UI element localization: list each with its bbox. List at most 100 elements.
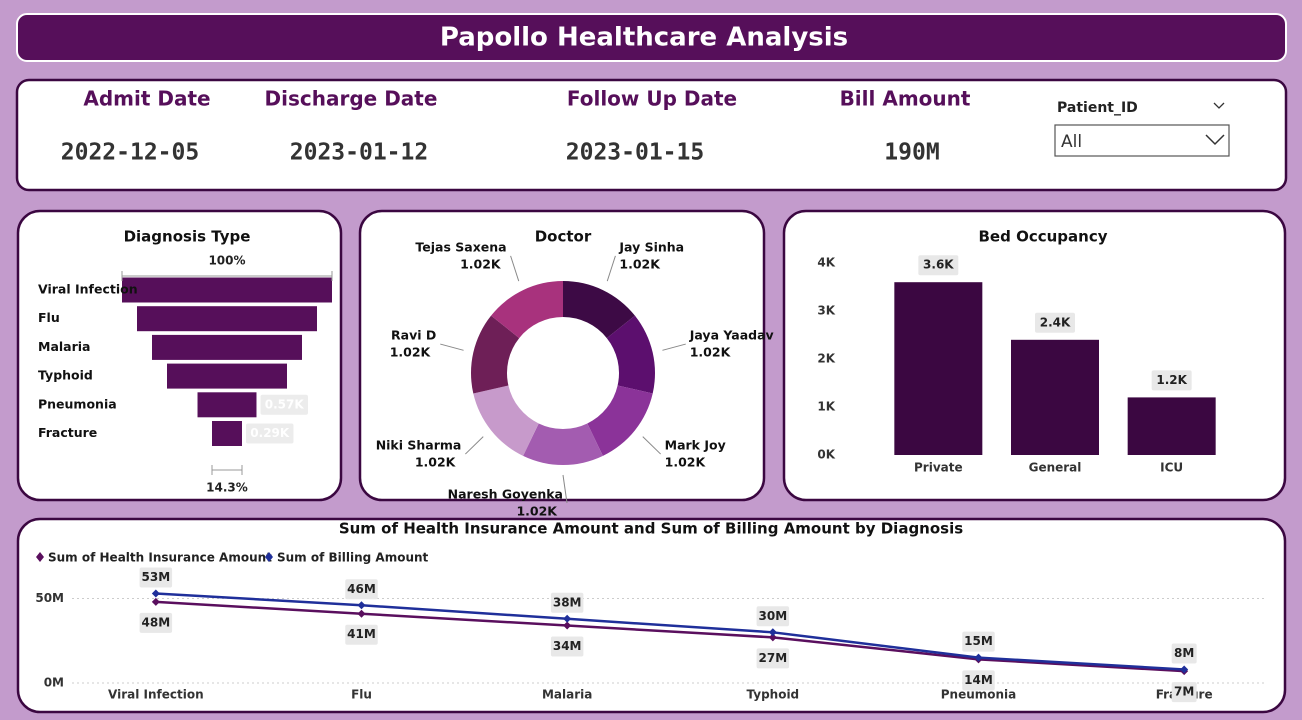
- y-tick-label: 3K: [817, 304, 835, 318]
- bracket: [121, 271, 333, 281]
- label-box: [550, 592, 584, 613]
- category-label: Viral Infection: [38, 282, 138, 297]
- label-box: [918, 255, 959, 276]
- y-tick-label: 50M: [35, 591, 64, 605]
- data-label: 1.02K: [390, 345, 432, 360]
- legend-marker: [36, 552, 44, 562]
- data-label: 15M: [964, 634, 993, 648]
- kpi-value: 2023-01-12: [290, 140, 428, 166]
- label-box: [139, 567, 173, 588]
- data-label: 46M: [347, 582, 376, 596]
- leader-line: [440, 343, 464, 351]
- donut-slice: [473, 385, 539, 456]
- label-box: [756, 648, 790, 669]
- chart-title: Bed Occupancy: [979, 228, 1108, 246]
- bracket: [211, 465, 243, 475]
- category-label: Pneumonia: [38, 396, 117, 411]
- label-box: [962, 670, 995, 691]
- slicer-collapse[interactable]: [1213, 102, 1225, 109]
- x-tick-label: General: [1029, 461, 1082, 475]
- header-bar: [16, 13, 1287, 62]
- category-label: Flu: [38, 310, 60, 325]
- bar: [894, 282, 983, 455]
- data-label: 3.6K: [923, 258, 954, 272]
- slicer-dropdown[interactable]: [1054, 124, 1230, 157]
- legend-label: Sum of Health Insurance Amount: [48, 551, 272, 565]
- x-tick-label: Malaria: [542, 688, 592, 702]
- bar: [1011, 339, 1099, 455]
- label-box: [1151, 370, 1192, 391]
- category-label: Jay Sinha: [618, 239, 684, 254]
- data-label: 1.02K: [619, 256, 661, 271]
- kpi-value: 2023-01-15: [566, 140, 704, 166]
- data-label: 14M: [964, 673, 993, 687]
- point-marker: [563, 621, 572, 630]
- label-box: [756, 606, 790, 627]
- category-label: Typhoid: [38, 368, 93, 383]
- leader-line: [510, 255, 520, 282]
- data-label: 38M: [553, 595, 582, 609]
- x-tick-label: Viral Infection: [108, 688, 204, 702]
- point-marker: [768, 628, 777, 637]
- data-label: 30M: [759, 609, 788, 623]
- leader-line: [465, 436, 484, 455]
- funnel-bar: [167, 363, 287, 389]
- data-label: 2.4K: [1040, 315, 1071, 329]
- label-box: [1171, 643, 1197, 664]
- y-tick-label: 4K: [817, 256, 835, 270]
- point-marker: [768, 633, 777, 642]
- point-marker: [974, 653, 983, 662]
- chart-title: Doctor: [535, 228, 592, 246]
- leader-line: [662, 343, 686, 351]
- kpi-value: 190M: [884, 140, 939, 166]
- panel: [16, 517, 1287, 714]
- point-marker: [357, 601, 366, 610]
- kpi-panel: [15, 78, 1288, 192]
- y-tick-label: 0M: [44, 676, 64, 690]
- dropdown-arrow: [1205, 134, 1225, 146]
- category-label: Ravi D: [391, 328, 436, 343]
- data-label: 41M: [347, 627, 376, 641]
- data-label: 1.2K: [1156, 373, 1187, 387]
- funnel-bar: [137, 306, 317, 332]
- funnel-bar: [122, 277, 332, 303]
- point-marker: [357, 609, 366, 618]
- category-label: Naresh Goyenka: [448, 487, 563, 502]
- x-tick-label: Pneumonia: [941, 688, 1017, 702]
- data-label: 0.57K: [265, 397, 305, 411]
- label-box: [962, 631, 995, 652]
- label-box: [345, 624, 378, 645]
- donut-slice: [491, 281, 563, 339]
- funnel-bar: [152, 334, 302, 360]
- data-label: 1.02K: [690, 345, 732, 360]
- chart-title: Diagnosis Type: [124, 228, 251, 246]
- funnel-bar: [197, 392, 257, 418]
- x-tick-label: Flu: [351, 688, 372, 702]
- donut-slice: [606, 315, 655, 394]
- kpi-label: Discharge Date: [265, 87, 438, 111]
- slicer-label: Patient_ID: [1057, 100, 1138, 116]
- data-label: 7M: [1174, 685, 1194, 699]
- leader-line: [562, 474, 568, 504]
- y-tick-label: 0K: [817, 448, 835, 462]
- point-marker: [563, 614, 572, 623]
- dashboard-title: Papollo Healthcare Analysis: [440, 23, 848, 53]
- kpi-value: 2022-12-05: [61, 140, 199, 166]
- panel: [358, 209, 766, 502]
- slicer-value: All: [1061, 132, 1082, 152]
- leader-line: [642, 436, 661, 455]
- category-label: Jaya Yaadav: [689, 328, 774, 343]
- data-label: 8M: [1174, 646, 1194, 660]
- category-label: Fracture: [38, 425, 97, 440]
- label-box: [260, 394, 308, 415]
- y-tick-label: 2K: [817, 352, 835, 366]
- percent-label: 100%: [208, 254, 245, 268]
- category-label: Malaria: [38, 339, 90, 354]
- donut-slice: [471, 315, 520, 394]
- chart-title: Sum of Health Insurance Amount and Sum o…: [339, 520, 963, 538]
- y-tick-label: 1K: [817, 400, 835, 414]
- bar: [1127, 397, 1216, 455]
- point-marker: [151, 589, 160, 598]
